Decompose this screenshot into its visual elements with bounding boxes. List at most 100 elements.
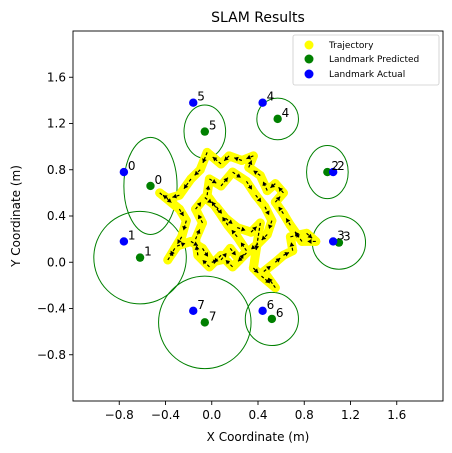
heading-arrow-head (247, 160, 253, 166)
heading-arrow-head (253, 268, 259, 273)
landmark-predicted-6 (267, 314, 277, 324)
landmark-predicted-4 (273, 114, 282, 124)
heading-arrow-head (211, 179, 217, 184)
heading-arrow-head (180, 242, 186, 247)
uncertainty-ellipse-1 (93, 210, 187, 305)
heading-arrow-line (237, 252, 247, 262)
heading-arrow-head (231, 250, 236, 256)
heading-arrow-line (206, 185, 210, 196)
landmark-actual-1 (119, 237, 129, 246)
heading-arrow-line (211, 201, 220, 212)
landmark-actual-label: 0 (128, 159, 136, 173)
heading-arrows (159, 152, 316, 289)
heading-arrow-line (290, 234, 301, 238)
heading-arrow-line (212, 156, 222, 165)
heading-arrow-line (195, 245, 199, 256)
x-tick-label: −0.8 (105, 408, 134, 422)
y-tick-label: −0.8 (37, 348, 66, 362)
legend-marker-predicted (304, 54, 314, 64)
heading-arrow-head (197, 214, 203, 220)
heading-arrow-head (194, 170, 200, 176)
uncertainty-ellipse-2 (306, 144, 349, 200)
heading-arrow-head (234, 156, 239, 162)
landmark-predicted-label: 0 (154, 173, 162, 187)
heading-arrow-line (240, 242, 247, 252)
heading-arrow-head (265, 210, 270, 216)
x-tick-label: 0.8 (295, 408, 314, 422)
landmark-actual-label: 6 (267, 298, 275, 312)
heading-arrow-head (268, 277, 273, 283)
uncertainty-ellipse-4 (256, 97, 299, 141)
heading-arrow-head (203, 252, 209, 257)
uncertainty-ellipse-7 (158, 275, 252, 370)
landmark-predicted-2 (323, 167, 332, 177)
heading-arrow-head (222, 216, 227, 222)
heading-arrow-head (193, 241, 198, 246)
landmark-predicted-1 (135, 253, 145, 262)
heading-arrow-head (251, 244, 256, 250)
legend-marker-actual (304, 69, 314, 79)
heading-arrow-head (184, 184, 189, 189)
heading-arrow-head (240, 226, 246, 232)
landmark-predicted-0 (146, 181, 155, 191)
heading-arrow-head (177, 239, 182, 244)
landmark-actual-label: 4 (267, 90, 275, 104)
heading-arrow-head (278, 187, 284, 192)
heading-arrow-head (205, 185, 211, 190)
heading-arrow-line (255, 222, 261, 251)
heading-arrow-line (294, 231, 303, 242)
heading-arrow-head (225, 259, 231, 265)
x-tick-label: 1.6 (387, 408, 406, 422)
heading-arrow-line (182, 220, 187, 231)
landmark-actual-label: 2 (337, 159, 345, 173)
landmark-actual-3 (328, 237, 338, 246)
heading-arrow-head (278, 206, 283, 212)
heading-arrow-head (275, 196, 281, 202)
x-tick-label: 1.2 (341, 408, 360, 422)
heading-arrow-head (275, 258, 281, 263)
heading-arrow-head (246, 154, 252, 160)
heading-arrow-head (247, 184, 252, 190)
landmark-actual-0 (119, 167, 129, 177)
trajectory-layer (155, 147, 321, 293)
heading-arrow-line (183, 178, 192, 190)
heading-arrow-head (217, 209, 222, 214)
legend-label-predicted: Landmark Predicted (329, 55, 419, 65)
heading-arrow-head (289, 242, 295, 247)
heading-arrow-head (253, 170, 259, 175)
y-tick-label: 0.4 (47, 209, 66, 223)
y-tick-label: 1.6 (47, 70, 66, 84)
heading-arrow-head (212, 157, 218, 162)
heading-arrow-head (295, 231, 300, 237)
uncertainty-ellipses (93, 97, 367, 370)
landmark-actual-label: 7 (197, 298, 205, 312)
uncertainty-ellipse-6 (244, 291, 299, 346)
heading-arrow-line (202, 152, 208, 164)
landmark-predicted-label: 4 (282, 106, 290, 120)
heading-arrow-head (307, 233, 313, 239)
x-tick-label: 0.4 (248, 408, 267, 422)
landmark-layer (119, 98, 344, 327)
heading-arrow-head (261, 235, 267, 241)
legend-marker-trajectory (304, 40, 314, 50)
heading-arrow-head (227, 219, 233, 224)
heading-arrow-line (213, 254, 222, 263)
heading-arrow-line (262, 181, 268, 191)
landmark-actual-6 (258, 306, 267, 316)
heading-arrow-head (286, 218, 291, 223)
landmark-actual-5 (189, 98, 198, 107)
landmark-actual-label: 5 (197, 90, 205, 104)
plot-frame (72, 30, 444, 402)
heading-arrow-head (284, 252, 289, 257)
uncertainty-ellipse-0 (123, 136, 178, 235)
heading-arrow-head (262, 181, 267, 187)
y-tick-label: 0.0 (47, 255, 66, 269)
heading-arrow-line (261, 275, 271, 284)
heading-arrow-head (195, 229, 201, 235)
y-axis-ticks: −0.8 −0.4 0.0 0.4 0.8 1.2 1.6 (37, 70, 73, 362)
landmark-actual-label: 1 (128, 228, 136, 242)
chart-title: SLAM Results (211, 10, 305, 26)
heading-arrow-head (166, 198, 172, 203)
plot-area: 0 1 2 3 4 5 6 7 0 1 2 3 4 5 6 7 (93, 90, 367, 370)
